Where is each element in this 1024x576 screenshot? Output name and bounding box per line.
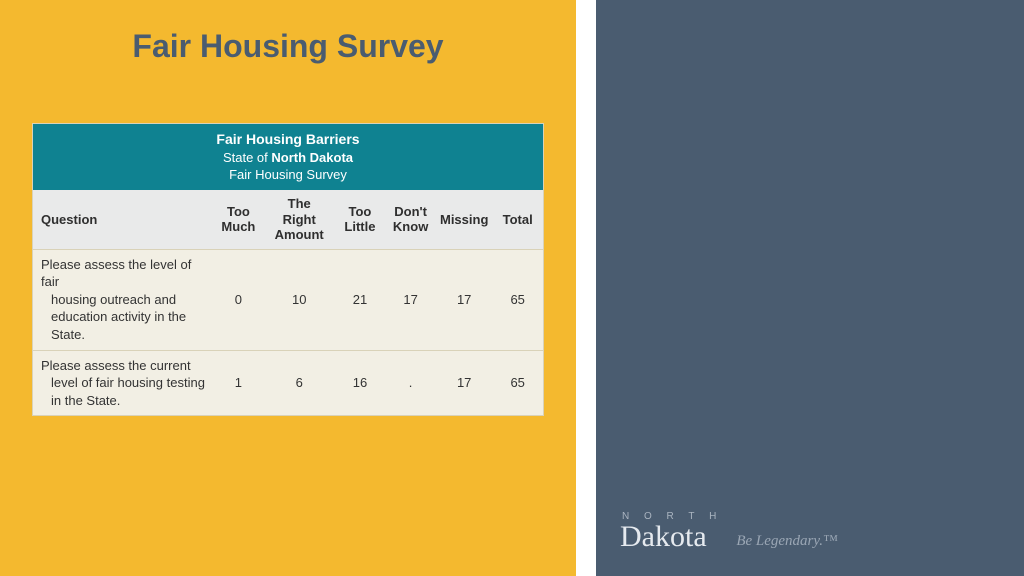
cell-too-little: 16 <box>335 350 386 415</box>
col-total: Total <box>492 190 543 249</box>
cell-missing: 17 <box>436 249 492 350</box>
data-table: Question TooMuch TheRight Amount TooLitt… <box>33 190 543 415</box>
brand-tagline: Be Legendary.™ <box>736 533 837 554</box>
brand-dakota: Dakota <box>620 520 722 554</box>
cell-too-much: 1 <box>213 350 264 415</box>
brand-block: N O R T H Dakota Be Legendary.™ <box>620 511 1004 554</box>
column-headers: Question TooMuch TheRight Amount TooLitt… <box>33 190 543 249</box>
cell-dont-know: . <box>385 350 436 415</box>
col-right-amount: TheRight Amount <box>264 190 335 249</box>
table-title-line2: State of North Dakota <box>37 149 539 167</box>
cell-question: Please assess the level of fair housing … <box>33 249 213 350</box>
cell-right-amount: 10 <box>264 249 335 350</box>
cell-right-amount: 6 <box>264 350 335 415</box>
cell-dont-know: 17 <box>385 249 436 350</box>
cell-total: 65 <box>492 350 543 415</box>
panel-gap <box>576 0 596 576</box>
cell-missing: 17 <box>436 350 492 415</box>
page-title: Fair Housing Survey <box>32 28 544 65</box>
brand-mark: N O R T H Dakota <box>620 511 722 554</box>
table-row: Please assess the level of fair housing … <box>33 249 543 350</box>
table-row: Please assess the current level of fair … <box>33 350 543 415</box>
col-missing: Missing <box>436 190 492 249</box>
col-too-little: TooLittle <box>335 190 386 249</box>
cell-too-much: 0 <box>213 249 264 350</box>
table-title-line3: Fair Housing Survey <box>37 166 539 184</box>
col-too-much: TooMuch <box>213 190 264 249</box>
cell-too-little: 21 <box>335 249 386 350</box>
col-dont-know: Don'tKnow <box>385 190 436 249</box>
cell-question: Please assess the current level of fair … <box>33 350 213 415</box>
survey-table: Fair Housing Barriers State of North Dak… <box>32 123 544 416</box>
cell-total: 65 <box>492 249 543 350</box>
table-title-block: Fair Housing Barriers State of North Dak… <box>33 124 543 190</box>
table-title-line1: Fair Housing Barriers <box>37 130 539 149</box>
side-panel: N O R T H Dakota Be Legendary.™ <box>596 0 1024 576</box>
col-question: Question <box>33 190 213 249</box>
main-panel: Fair Housing Survey Fair Housing Barrier… <box>0 0 576 576</box>
